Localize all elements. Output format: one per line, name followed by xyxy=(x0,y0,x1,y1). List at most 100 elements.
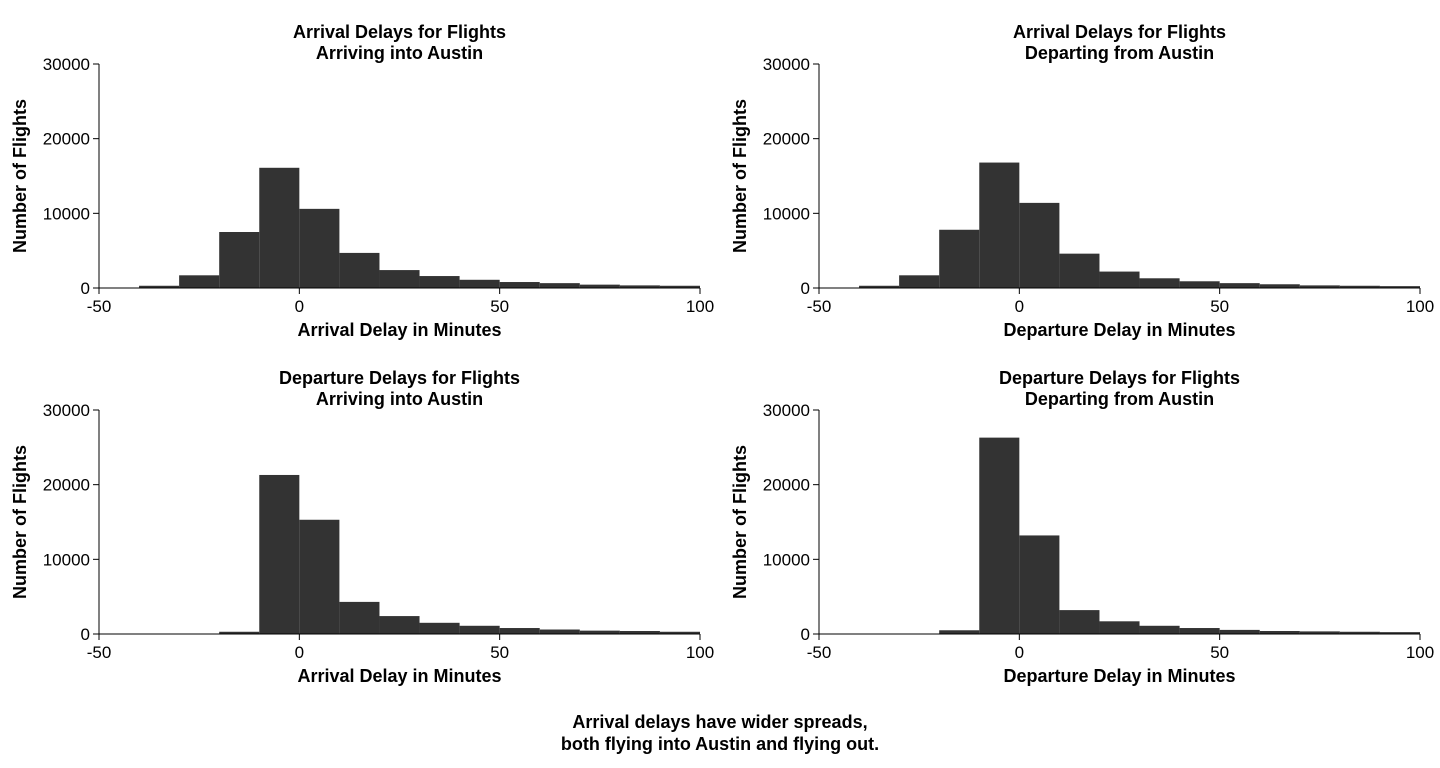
histogram-bar xyxy=(979,437,1020,634)
x-tick-label: 0 xyxy=(295,297,304,316)
y-tick-label: 0 xyxy=(81,279,90,298)
histogram-bar xyxy=(899,275,940,288)
x-tick-label: 0 xyxy=(1015,643,1024,662)
x-tick-label: -50 xyxy=(807,643,832,662)
y-tick-label: 20000 xyxy=(43,476,90,495)
histogram-bar xyxy=(1059,610,1100,634)
histogram-bar xyxy=(1379,286,1420,288)
histogram-bar xyxy=(299,519,340,634)
y-axis-title: Number of Flights xyxy=(10,99,30,253)
histogram-bar xyxy=(1339,285,1380,288)
y-tick-label: 30000 xyxy=(43,401,90,420)
y-tick-label: 10000 xyxy=(43,550,90,569)
chart-title-line-2: Departing from Austin xyxy=(1025,43,1214,63)
histogram-bar xyxy=(659,631,700,634)
histogram-bar xyxy=(499,628,540,634)
histogram-bar xyxy=(1339,631,1380,634)
x-tick-label: -50 xyxy=(87,643,112,662)
x-tick-label: 0 xyxy=(1015,297,1024,316)
histogram-bar xyxy=(419,276,460,288)
histogram-bar xyxy=(1299,285,1340,288)
histogram-bar xyxy=(179,275,220,288)
histogram-bar xyxy=(579,284,620,288)
chart-title-line-2: Arriving into Austin xyxy=(316,389,483,409)
histogram-bar xyxy=(939,229,980,288)
x-tick-label: -50 xyxy=(807,297,832,316)
y-tick-label: 20000 xyxy=(763,130,810,149)
x-axis-title: Arrival Delay in Minutes xyxy=(297,666,501,686)
x-tick-label: 0 xyxy=(295,643,304,662)
histogram-bar xyxy=(499,282,540,288)
histogram-bar xyxy=(1059,253,1100,288)
chart-title-line-1: Departure Delays for Flights xyxy=(279,368,520,388)
histogram-bar xyxy=(659,285,700,288)
y-tick-label: 30000 xyxy=(763,55,810,74)
histogram-bar xyxy=(259,167,300,288)
y-tick-label: 20000 xyxy=(43,130,90,149)
histogram-bar xyxy=(619,631,660,634)
histogram-bar xyxy=(419,622,460,634)
chart-title-line-1: Arrival Delays for Flights xyxy=(1013,22,1226,42)
y-tick-label: 10000 xyxy=(763,204,810,223)
x-tick-label: 50 xyxy=(490,297,509,316)
histogram-bar xyxy=(1099,271,1140,288)
histogram-bar xyxy=(1179,281,1220,288)
histogram-bar xyxy=(539,283,580,288)
x-tick-label: 100 xyxy=(686,297,714,316)
x-axis-title: Arrival Delay in Minutes xyxy=(297,320,501,340)
x-tick-label: 50 xyxy=(1210,297,1229,316)
histogram-bar xyxy=(1139,625,1180,634)
x-axis-title: Departure Delay in Minutes xyxy=(1003,666,1235,686)
chart-title-line-1: Departure Delays for Flights xyxy=(999,368,1240,388)
histogram-bar xyxy=(339,252,380,288)
x-tick-label: 50 xyxy=(1210,643,1229,662)
x-tick-label: 100 xyxy=(1406,297,1434,316)
histogram-bar xyxy=(379,270,420,288)
y-tick-label: 0 xyxy=(801,279,810,298)
histogram-bar xyxy=(939,630,980,634)
x-tick-label: 50 xyxy=(490,643,509,662)
histogram-bar xyxy=(379,616,420,634)
y-tick-label: 30000 xyxy=(43,55,90,74)
histogram-bar xyxy=(1179,628,1220,634)
chart-title-line-2: Arriving into Austin xyxy=(316,43,483,63)
y-axis-title: Number of Flights xyxy=(730,445,750,599)
histogram-bar xyxy=(339,601,380,634)
x-axis-title: Departure Delay in Minutes xyxy=(1003,320,1235,340)
histogram-bar xyxy=(1379,632,1420,634)
histogram-bar xyxy=(1219,629,1260,634)
histogram-bar xyxy=(1019,202,1060,288)
chart-title-line-1: Arrival Delays for Flights xyxy=(293,22,506,42)
y-axis-title: Number of Flights xyxy=(730,99,750,253)
histogram-bar xyxy=(459,625,500,634)
histogram-bar xyxy=(1259,631,1300,634)
histogram-bar xyxy=(1019,535,1060,634)
histogram-bar xyxy=(979,162,1020,288)
y-tick-label: 20000 xyxy=(763,476,810,495)
histogram-bar xyxy=(1139,278,1180,288)
histogram-bar xyxy=(579,630,620,634)
histogram-bar xyxy=(219,232,260,288)
histogram-bar xyxy=(539,629,580,634)
histogram-bar xyxy=(1099,621,1140,634)
y-tick-label: 0 xyxy=(81,625,90,644)
histogram-bar xyxy=(619,285,660,288)
x-tick-label: 100 xyxy=(1406,643,1434,662)
histogram-bar xyxy=(1259,284,1300,288)
y-axis-title: Number of Flights xyxy=(10,445,30,599)
histogram-bar xyxy=(859,285,900,288)
y-tick-label: 10000 xyxy=(43,204,90,223)
x-tick-label: 100 xyxy=(686,643,714,662)
caption-line-1: Arrival delays have wider spreads, xyxy=(572,712,867,732)
histogram-bar xyxy=(1299,631,1340,634)
x-tick-label: -50 xyxy=(87,297,112,316)
caption-line-2: both flying into Austin and flying out. xyxy=(561,734,879,754)
histogram-bar xyxy=(139,285,180,288)
y-tick-label: 0 xyxy=(801,625,810,644)
chart-title-line-2: Departing from Austin xyxy=(1025,389,1214,409)
